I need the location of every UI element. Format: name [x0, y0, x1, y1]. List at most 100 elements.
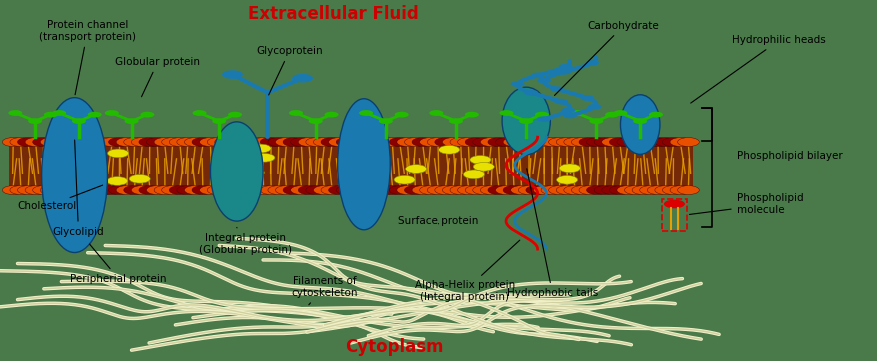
Circle shape — [632, 138, 653, 147]
Text: Protein channel
(transport protein): Protein channel (transport protein) — [39, 20, 136, 95]
Circle shape — [93, 186, 115, 195]
Text: Cholesterol: Cholesterol — [18, 185, 103, 212]
Text: Carbohydrate: Carbohydrate — [554, 21, 660, 96]
Text: Glycolipid: Glycolipid — [53, 140, 104, 237]
Circle shape — [10, 186, 32, 195]
Circle shape — [585, 60, 599, 66]
Circle shape — [617, 186, 638, 195]
Circle shape — [222, 70, 243, 79]
Circle shape — [589, 118, 603, 124]
Circle shape — [449, 118, 463, 124]
Circle shape — [470, 156, 491, 164]
Ellipse shape — [338, 99, 390, 230]
Circle shape — [124, 186, 146, 195]
Circle shape — [488, 186, 510, 195]
Circle shape — [670, 186, 692, 195]
Circle shape — [394, 175, 415, 184]
Circle shape — [267, 186, 289, 195]
Circle shape — [639, 138, 661, 147]
Circle shape — [290, 186, 312, 195]
Circle shape — [359, 110, 373, 116]
Circle shape — [427, 186, 449, 195]
Circle shape — [564, 186, 586, 195]
Circle shape — [86, 186, 108, 195]
Circle shape — [412, 138, 434, 147]
Circle shape — [559, 64, 573, 70]
Circle shape — [93, 138, 115, 147]
Circle shape — [632, 186, 653, 195]
Circle shape — [647, 138, 669, 147]
Circle shape — [238, 186, 260, 195]
Circle shape — [594, 138, 616, 147]
Circle shape — [10, 138, 32, 147]
Circle shape — [535, 112, 549, 118]
Circle shape — [526, 138, 547, 147]
Circle shape — [510, 186, 532, 195]
Circle shape — [101, 186, 123, 195]
Circle shape — [496, 186, 517, 195]
Circle shape — [161, 186, 183, 195]
Circle shape — [389, 186, 411, 195]
Circle shape — [655, 138, 676, 147]
Circle shape — [250, 144, 271, 153]
Circle shape — [283, 138, 304, 147]
Circle shape — [298, 186, 320, 195]
Circle shape — [581, 95, 595, 101]
Circle shape — [419, 186, 441, 195]
Text: Glycoprotein: Glycoprotein — [256, 46, 323, 95]
Text: Surface protein: Surface protein — [398, 216, 479, 226]
Circle shape — [526, 186, 547, 195]
Circle shape — [435, 186, 456, 195]
Circle shape — [313, 138, 335, 147]
Circle shape — [18, 138, 39, 147]
Circle shape — [230, 138, 252, 147]
Circle shape — [184, 186, 206, 195]
Circle shape — [624, 186, 646, 195]
Circle shape — [63, 186, 85, 195]
Circle shape — [572, 138, 593, 147]
Circle shape — [40, 138, 62, 147]
Circle shape — [404, 138, 426, 147]
Circle shape — [359, 138, 381, 147]
Circle shape — [518, 186, 540, 195]
Circle shape — [352, 138, 373, 147]
Circle shape — [503, 138, 524, 147]
Circle shape — [662, 186, 684, 195]
Circle shape — [352, 186, 373, 195]
Circle shape — [146, 138, 168, 147]
Circle shape — [429, 110, 443, 116]
Circle shape — [465, 186, 487, 195]
Circle shape — [412, 186, 434, 195]
Circle shape — [647, 186, 669, 195]
Circle shape — [481, 138, 502, 147]
Circle shape — [537, 116, 551, 122]
Circle shape — [192, 186, 214, 195]
Circle shape — [275, 186, 297, 195]
Circle shape — [125, 118, 139, 124]
Circle shape — [419, 138, 441, 147]
Circle shape — [169, 186, 191, 195]
Circle shape — [524, 90, 538, 96]
Circle shape — [53, 110, 67, 116]
Text: Extracellular Fluid: Extracellular Fluid — [248, 5, 418, 23]
Circle shape — [260, 186, 282, 195]
Circle shape — [207, 186, 229, 195]
Circle shape — [40, 186, 62, 195]
Circle shape — [55, 138, 77, 147]
Circle shape — [617, 138, 638, 147]
Circle shape — [564, 138, 586, 147]
Circle shape — [442, 138, 464, 147]
Circle shape — [3, 186, 24, 195]
Circle shape — [48, 186, 69, 195]
Circle shape — [116, 186, 138, 195]
Circle shape — [228, 112, 242, 118]
Circle shape — [223, 186, 244, 195]
Circle shape — [48, 138, 69, 147]
Circle shape — [587, 186, 609, 195]
Circle shape — [518, 138, 540, 147]
Circle shape — [503, 186, 524, 195]
Text: Phospholipid bilayer: Phospholipid bilayer — [737, 151, 843, 161]
Circle shape — [101, 138, 123, 147]
Circle shape — [129, 174, 150, 183]
Circle shape — [664, 200, 685, 208]
